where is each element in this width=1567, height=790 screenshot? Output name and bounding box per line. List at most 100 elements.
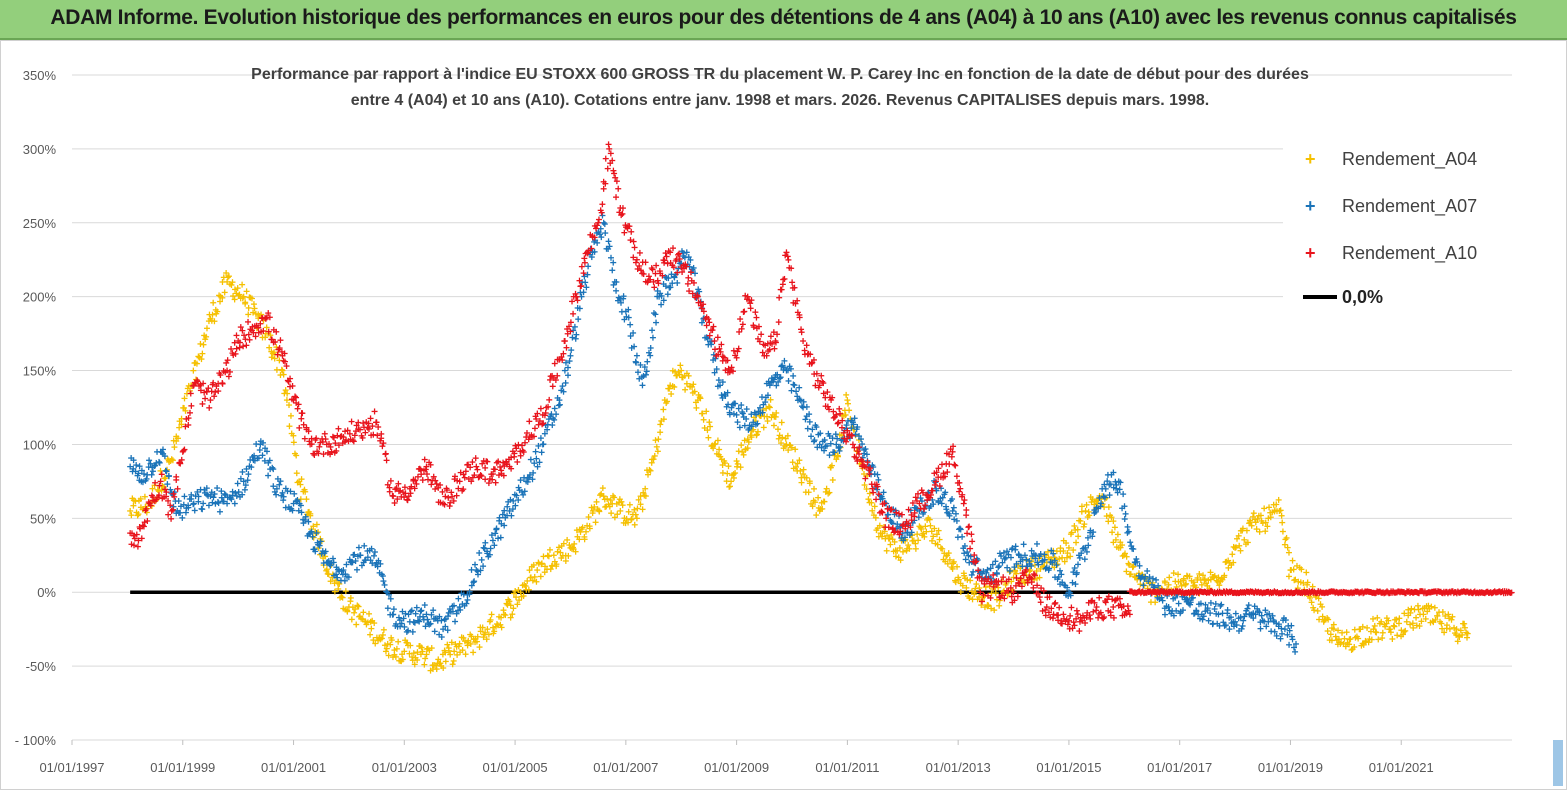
point-rendement-a04-filler xyxy=(335,585,342,592)
point-rendement-a04-filler xyxy=(706,419,713,426)
point-rendement-a04-filler xyxy=(351,609,358,616)
point-rendement-a04-filler xyxy=(149,485,156,492)
point-rendement-a04-filler xyxy=(284,390,291,397)
point-rendement-a04-filler xyxy=(1277,507,1284,514)
point-rendement-a04-filler xyxy=(310,534,317,541)
point-rendement-a04-filler xyxy=(298,476,305,483)
point-rendement-a04-filler xyxy=(209,311,216,318)
point-rendement-a04-filler xyxy=(286,402,293,409)
point-rendement-a04-filler xyxy=(562,557,569,564)
point-rendement-a04-filler xyxy=(297,496,304,503)
point-rendement-a04-filler xyxy=(512,587,519,594)
point-rendement-a04-filler xyxy=(1379,635,1386,642)
point-rendement-a04-filler xyxy=(493,620,500,627)
point-rendement-a07-filler xyxy=(371,549,378,556)
point-rendement-a04-filler xyxy=(470,649,477,656)
y-tick-labels: - 100% -50% 0% 50% 100% 150% 200% 250% 300% 350% xyxy=(15,68,57,748)
point-rendement-a04-filler xyxy=(1413,614,1420,621)
point-rendement-a04-filler xyxy=(290,432,297,439)
point-rendement-a04-filler xyxy=(811,485,818,492)
point-rendement-a04-filler xyxy=(1279,519,1286,526)
point-rendement-a04-filler xyxy=(487,616,494,623)
point-rendement-a04-filler xyxy=(210,299,217,306)
point-rendement-a04-filler xyxy=(607,497,614,504)
point-rendement-a04-filler xyxy=(1114,531,1121,538)
x-tick-label: 01/01/2017 xyxy=(1147,760,1212,775)
point-rendement-a04 xyxy=(534,567,541,574)
point-rendement-a04-filler xyxy=(1175,571,1182,578)
point-rendement-a04-filler xyxy=(368,625,375,632)
point-rendement-a04-filler xyxy=(529,577,536,584)
point-rendement-a04-filler xyxy=(510,605,517,612)
point-rendement-a04-filler xyxy=(800,466,807,473)
point-rendement-a04-filler xyxy=(248,295,255,302)
point-rendement-a04-filler xyxy=(323,566,330,573)
point-rendement-a04 xyxy=(617,507,624,514)
point-rendement-a04-filler xyxy=(611,514,618,521)
point-rendement-a04-filler xyxy=(798,479,805,486)
point-rendement-a04-filler xyxy=(813,512,820,519)
point-rendement-a04-filler xyxy=(604,495,611,502)
point-rendement-a04-filler xyxy=(234,285,241,292)
point-rendement-a07-filler xyxy=(472,561,479,568)
x-tick-label: 01/01/2011 xyxy=(815,760,879,775)
point-rendement-a04-filler xyxy=(591,503,598,510)
point-rendement-a07-filler xyxy=(175,498,182,505)
point-rendement-a04-filler xyxy=(1105,504,1112,511)
point-rendement-a04 xyxy=(401,648,408,655)
point-rendement-a04-filler xyxy=(608,510,615,517)
point-rendement-a04-filler xyxy=(409,654,416,661)
point-rendement-a04-filler xyxy=(1289,557,1296,564)
point-rendement-a04-filler xyxy=(278,366,285,373)
point-rendement-a04-filler xyxy=(236,291,243,298)
point-rendement-a04-filler xyxy=(498,614,505,621)
point-rendement-a04-filler xyxy=(1075,533,1082,540)
point-rendement-a04-filler xyxy=(193,360,200,367)
point-rendement-a04-filler xyxy=(479,624,486,631)
point-rendement-a04-filler xyxy=(526,567,533,574)
point-rendement-a07-filler xyxy=(381,581,388,588)
point-rendement-a07-filler xyxy=(218,488,225,495)
point-rendement-a04-filler xyxy=(734,460,741,467)
point-rendement-a04-filler xyxy=(538,560,545,567)
point-rendement-a04-filler xyxy=(411,661,418,668)
point-rendement-a04-filler xyxy=(1285,573,1292,580)
point-rendement-a04-filler xyxy=(1166,574,1173,581)
point-rendement-a04-filler xyxy=(1073,539,1080,546)
x-tick-label: 01/01/2019 xyxy=(1258,760,1323,775)
point-rendement-a04-filler xyxy=(1229,551,1236,558)
point-rendement-a04-filler xyxy=(231,296,238,303)
point-rendement-a04-filler xyxy=(1125,560,1132,567)
point-rendement-a04-filler xyxy=(1446,625,1453,632)
point-rendement-a07-filler xyxy=(181,493,188,500)
point-rendement-a04-filler xyxy=(258,311,265,318)
point-rendement-a04-filler xyxy=(509,611,516,618)
point-rendement-a07-filler xyxy=(361,542,368,549)
point-rendement-a04-filler xyxy=(435,656,442,663)
point-rendement-a04-filler xyxy=(843,391,850,398)
point-rendement-a04-filler xyxy=(418,644,425,651)
point-rendement-a04-filler xyxy=(385,652,392,659)
point-rendement-a04-filler xyxy=(382,648,389,655)
point-rendement-a04-filler xyxy=(585,514,592,521)
point-rendement-a04-filler xyxy=(865,496,872,503)
point-rendement-a04-filler xyxy=(632,511,639,518)
point-rendement-a04-filler xyxy=(344,608,351,615)
point-rendement-a04-filler xyxy=(293,470,300,477)
point-rendement-a04-filler xyxy=(826,489,833,496)
point-rendement-a04-filler xyxy=(655,436,662,443)
point-rendement-a04-filler xyxy=(1057,545,1064,552)
point-rendement-a04-filler xyxy=(1170,570,1177,577)
point-rendement-a07-filler xyxy=(245,471,252,478)
point-rendement-a04-filler xyxy=(1314,607,1321,614)
y-tick-label: 200% xyxy=(23,290,57,305)
point-rendement-a04-filler xyxy=(525,586,532,593)
point-rendement-a04 xyxy=(467,640,474,647)
point-rendement-a04-filler xyxy=(611,494,618,501)
point-rendement-a04-filler xyxy=(593,498,600,505)
point-rendement-a04-filler xyxy=(513,594,520,601)
point-rendement-a04-filler xyxy=(214,308,221,315)
point-rendement-a04-filler xyxy=(388,637,395,644)
point-rendement-a04-filler xyxy=(380,626,387,633)
point-rendement-a04-filler xyxy=(464,642,471,649)
